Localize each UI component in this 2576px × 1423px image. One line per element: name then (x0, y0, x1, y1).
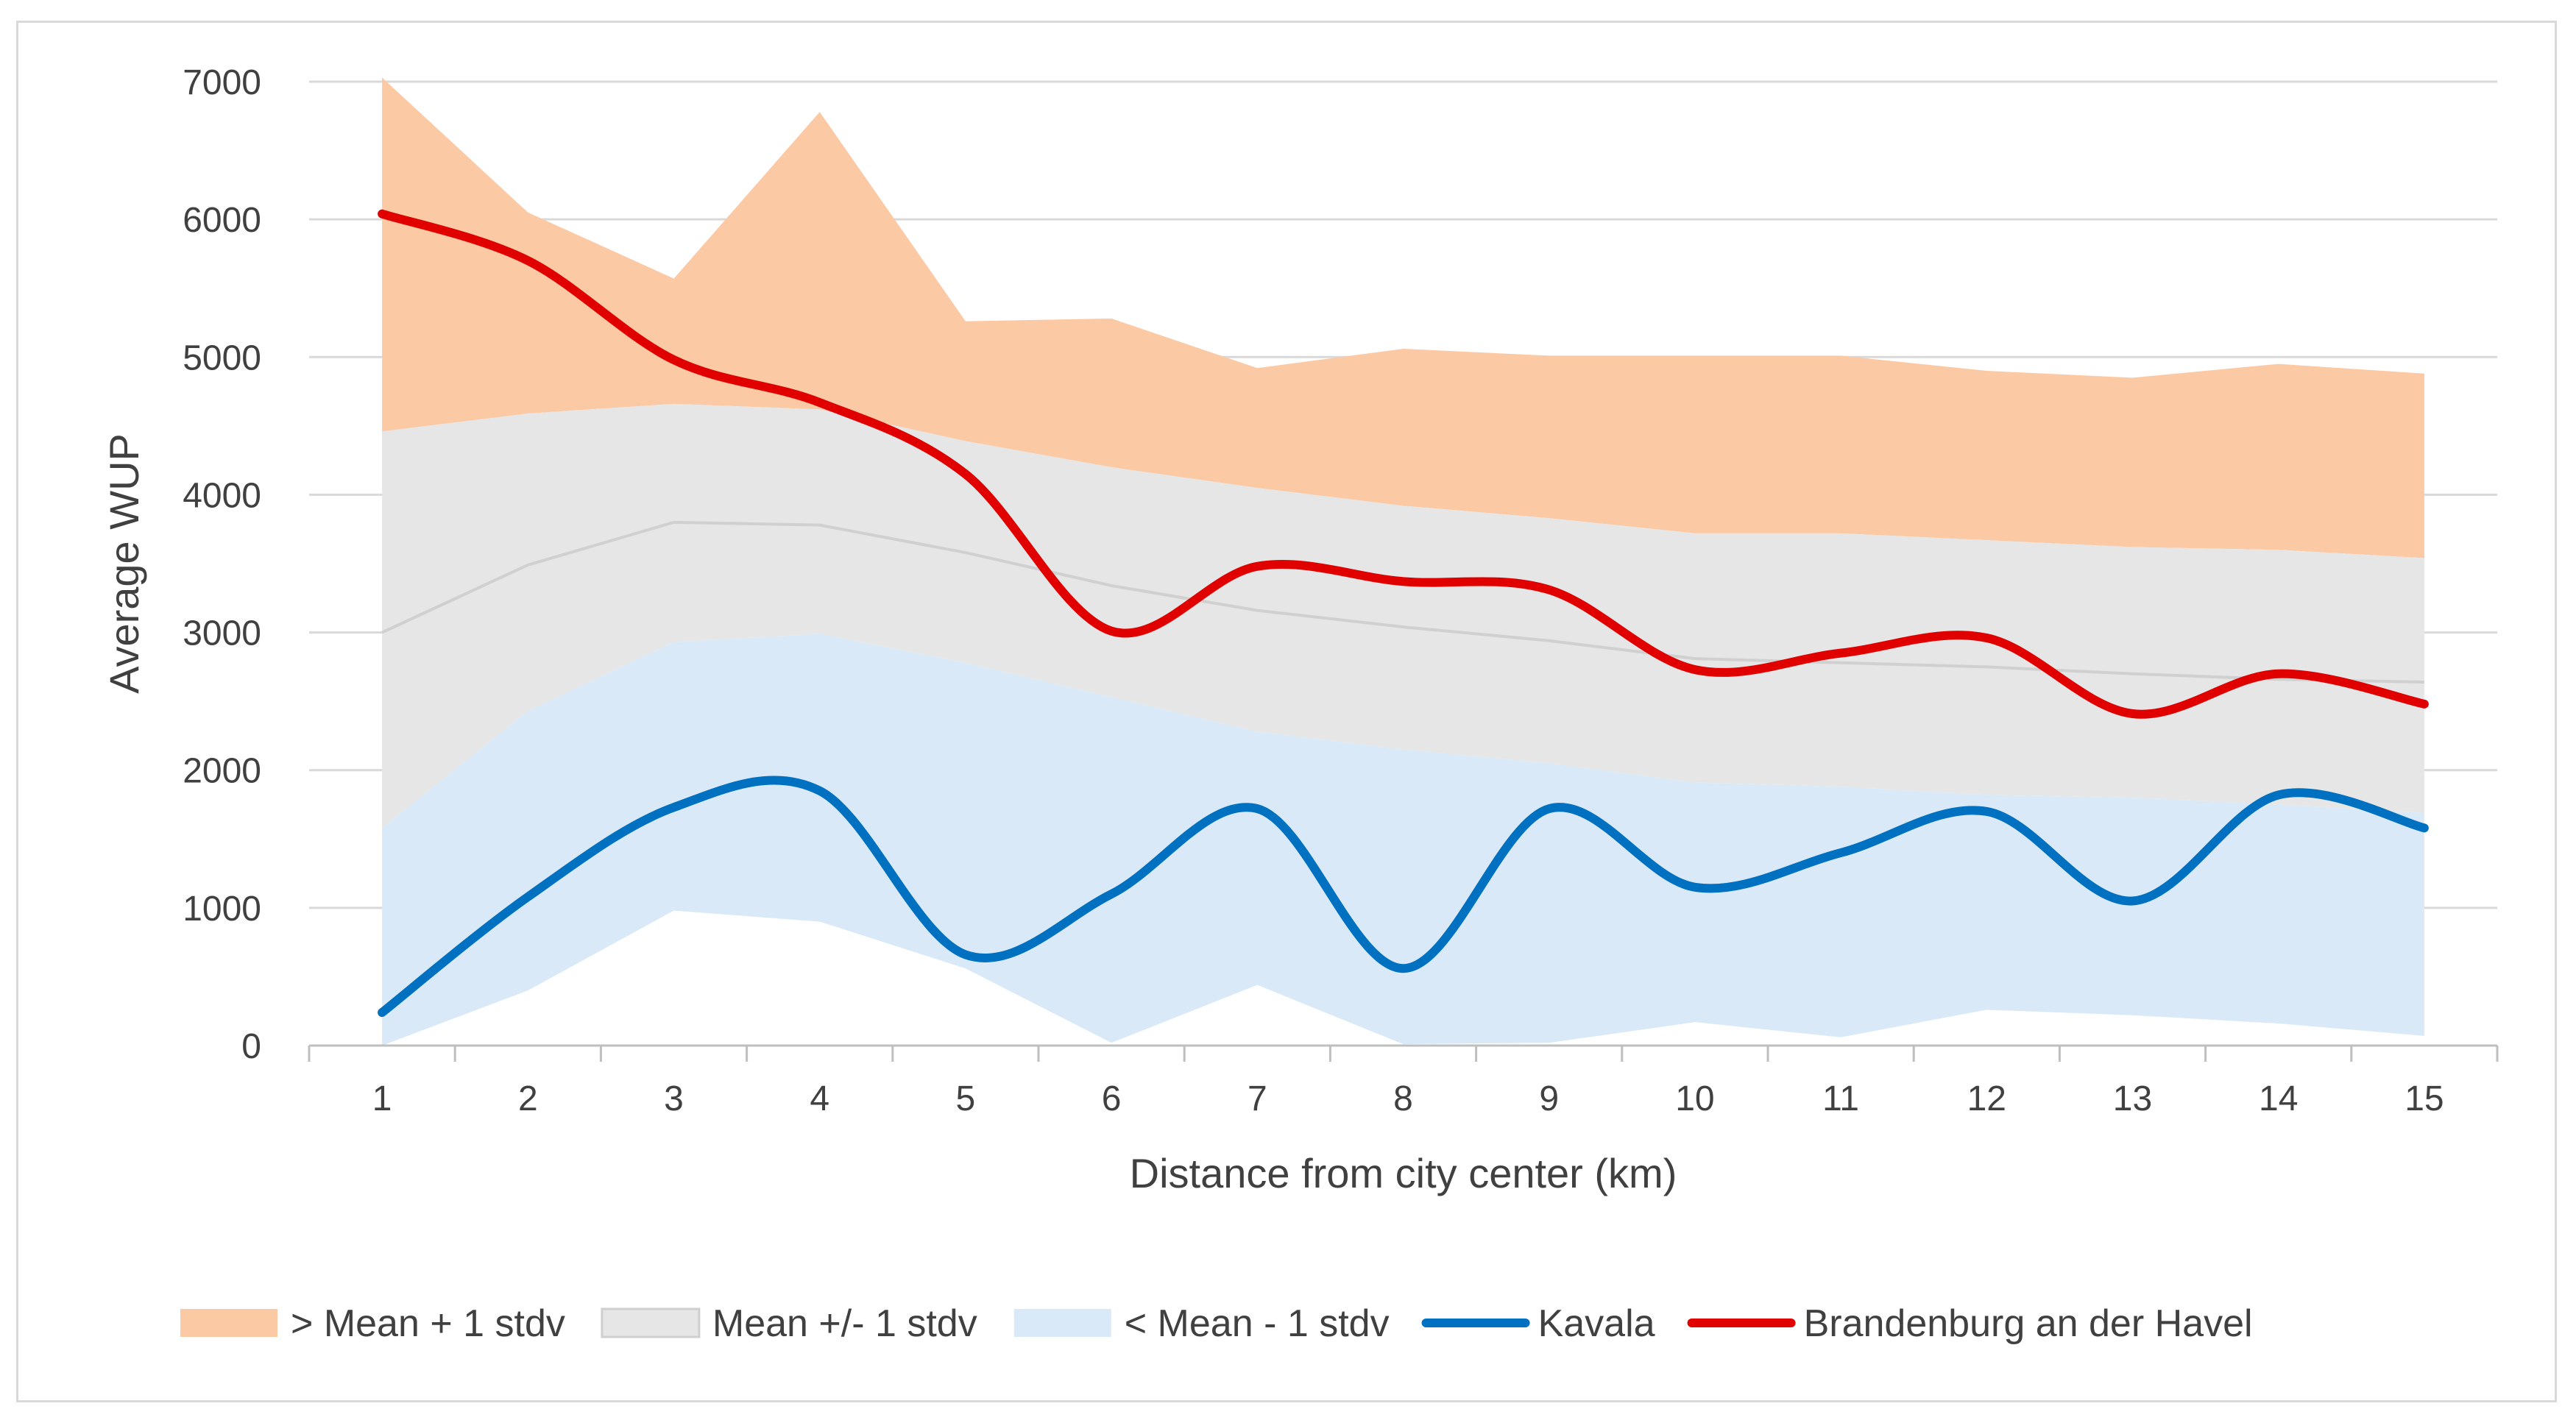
legend-swatch (1013, 1309, 1111, 1337)
x-tick-label: 14 (2259, 1079, 2298, 1118)
legend-item: Mean +/- 1 stdv (601, 1302, 977, 1345)
legend-swatch (180, 1309, 277, 1337)
x-tick-label: 7 (1248, 1079, 1267, 1118)
legend-item: < Mean - 1 stdv (1013, 1302, 1390, 1345)
x-tick-label: 12 (1967, 1079, 2006, 1118)
x-tick-label: 3 (664, 1079, 684, 1118)
x-tick-label: 2 (518, 1079, 538, 1118)
x-tick-label: 1 (372, 1079, 392, 1118)
legend-label: Kavala (1538, 1302, 1655, 1345)
y-tick-label: 1000 (183, 890, 261, 929)
y-tick-label: 6000 (183, 201, 261, 240)
legend-label: Brandenburg an der Havel (1804, 1302, 2253, 1345)
x-tick-label: 4 (810, 1079, 829, 1118)
x-tick-label: 8 (1393, 1079, 1413, 1118)
y-tick-label: 2000 (183, 752, 261, 791)
x-tick-label: 13 (2113, 1079, 2152, 1118)
band-areas (381, 77, 2424, 1046)
legend-label: > Mean + 1 stdv (291, 1302, 565, 1345)
y-tick-label: 5000 (183, 338, 261, 377)
band-mean-plus-minus-stdv (382, 403, 2424, 828)
x-axis-title: Distance from city center (km) (1130, 1150, 1677, 1196)
series-lines (378, 209, 2429, 1018)
band-above-mean-plus-stdv (382, 77, 2424, 558)
mean-line (381, 520, 2424, 684)
legend: > Mean + 1 stdv Mean +/- 1 stdv < Mean - 1… (180, 1302, 2253, 1345)
legend-item: Kavala (1421, 1302, 1655, 1345)
x-tick-label: 5 (956, 1079, 976, 1118)
legend-item: Brandenburg an der Havel (1687, 1302, 2253, 1345)
x-tick-label: 9 (1539, 1079, 1559, 1118)
legend-label: < Mean - 1 stdv (1125, 1302, 1390, 1345)
band-below-mean-minus-stdv (382, 634, 2424, 1046)
x-tick-label: 6 (1102, 1079, 1122, 1118)
y-tick-label: 0 (241, 1027, 261, 1066)
y-tick-label: 3000 (183, 614, 261, 653)
chart-frame: 0 1000 2000 3000 4000 5000 6000 7000 1 2 3 4 5 6 7 8 9 10… (16, 21, 2557, 1402)
x-tick-label: 15 (2405, 1079, 2444, 1118)
legend-swatch (601, 1307, 701, 1338)
series-line-brandenburg-an-der-havel (378, 209, 2429, 719)
y-tick-label: 7000 (183, 63, 261, 102)
legend-item: > Mean + 1 stdv (180, 1302, 565, 1345)
series-line-kavala (378, 776, 2429, 1018)
x-tick-label: 11 (1822, 1079, 1859, 1118)
y-tick-label: 4000 (183, 476, 261, 515)
y-axis-title: Average WUP (101, 433, 147, 694)
legend-label: Mean +/- 1 stdv (712, 1302, 977, 1345)
x-tick-label: 10 (1675, 1079, 1714, 1118)
